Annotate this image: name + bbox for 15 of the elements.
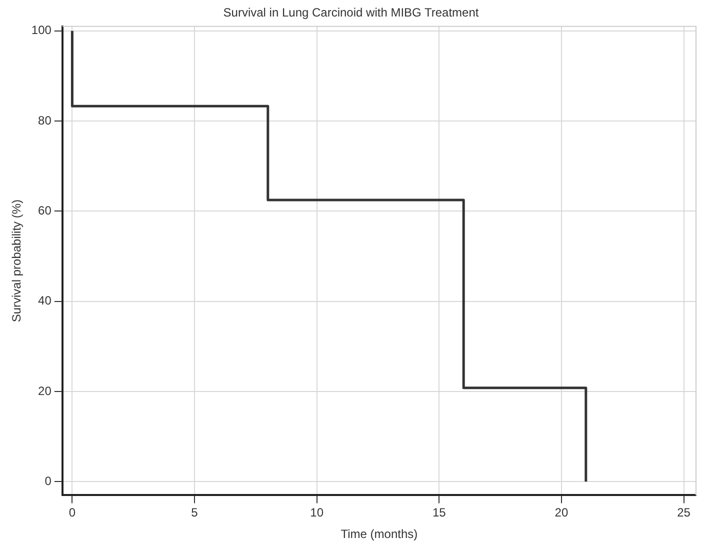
y-tick-label: 60: [38, 204, 52, 218]
y-tick-label: 100: [31, 23, 52, 38]
x-axis-title: Time (months): [340, 527, 418, 542]
x-tick-label: 5: [191, 506, 198, 520]
x-tick-label: 25: [677, 506, 691, 520]
x-tick-label: 20: [554, 506, 568, 520]
y-tick-label: 20: [38, 384, 52, 398]
chart-title: Survival in Lung Carcinoid with MIBG Treatment: [223, 6, 480, 20]
x-tick-label: 15: [432, 506, 446, 520]
x-tick-label: 10: [310, 506, 324, 520]
x-tick-label: 0: [68, 506, 76, 520]
y-axis-title: Survival probability (%): [10, 199, 24, 322]
y-tick-label: 0: [44, 474, 52, 488]
y-tick-label: 80: [38, 113, 52, 128]
y-tick-label: 40: [38, 294, 52, 308]
